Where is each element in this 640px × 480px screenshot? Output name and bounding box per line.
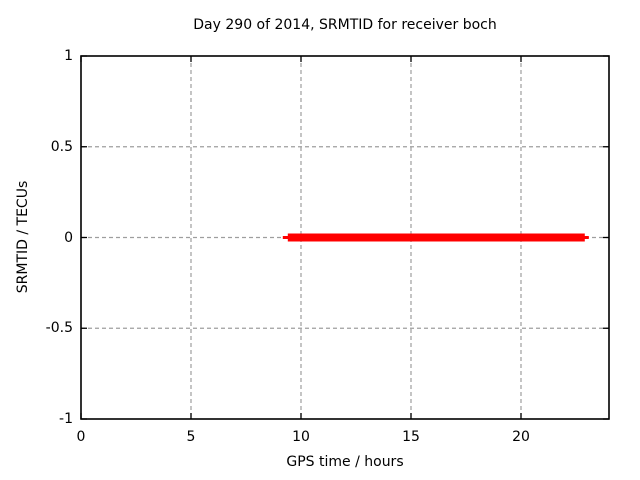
x-tick-label: 0: [76, 429, 86, 445]
x-tick-label: 15: [402, 429, 420, 445]
y-tick-label: -0.5: [45, 320, 73, 337]
y-tick-label: 0: [64, 229, 73, 246]
y-tick-label: -1: [59, 411, 73, 427]
x-axis-label: GPS time / hours: [286, 454, 404, 470]
chart-title: Day 290 of 2014, SRMTID for receiver boc…: [193, 17, 497, 33]
y-tick-label: 1: [64, 48, 73, 64]
plot-border: [80, 55, 610, 420]
x-tick-label: 20: [512, 429, 530, 445]
x-tick-label: 10: [292, 429, 310, 445]
x-tick-label: 5: [186, 429, 196, 445]
y-tick-label: 0.5: [50, 138, 73, 155]
